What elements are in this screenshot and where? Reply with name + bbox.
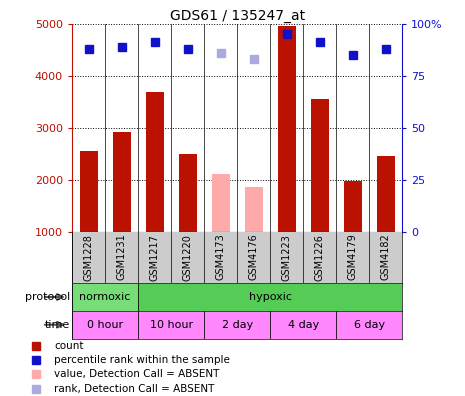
Text: GSM4179: GSM4179 (348, 234, 358, 280)
Bar (336, 311, 402, 339)
Text: protocol: protocol (25, 292, 70, 302)
Bar (204, 311, 270, 339)
Bar (72, 283, 138, 311)
Text: GSM1226: GSM1226 (315, 234, 325, 281)
Text: rank, Detection Call = ABSENT: rank, Detection Call = ABSENT (54, 384, 214, 394)
Text: GSM1220: GSM1220 (183, 234, 193, 281)
Text: GSM4176: GSM4176 (249, 234, 259, 280)
Text: hypoxic: hypoxic (249, 292, 292, 302)
Text: GSM1228: GSM1228 (84, 234, 93, 281)
Bar (270, 311, 336, 339)
Bar (311, 99, 329, 232)
Bar (138, 283, 402, 311)
Bar (72, 311, 138, 339)
Bar (146, 92, 164, 232)
Text: GSM4173: GSM4173 (216, 234, 226, 280)
Text: GSM1223: GSM1223 (282, 234, 292, 281)
Text: 4 day: 4 day (287, 320, 319, 330)
Text: value, Detection Call = ABSENT: value, Detection Call = ABSENT (54, 369, 219, 379)
Bar (138, 311, 204, 339)
Text: 6 day: 6 day (354, 320, 385, 330)
Text: count: count (54, 341, 83, 351)
Text: normoxic: normoxic (80, 292, 131, 302)
Text: 0 hour: 0 hour (87, 320, 123, 330)
Text: GSM1217: GSM1217 (150, 234, 159, 281)
Bar (278, 27, 296, 232)
Bar (179, 154, 197, 232)
Bar (80, 151, 98, 232)
Text: 2 day: 2 day (221, 320, 253, 330)
Text: GSM4182: GSM4182 (381, 234, 391, 280)
Text: time: time (45, 320, 70, 330)
Bar (113, 132, 131, 232)
Bar (344, 181, 362, 232)
Text: 10 hour: 10 hour (150, 320, 193, 330)
Text: percentile rank within the sample: percentile rank within the sample (54, 355, 230, 365)
Bar (245, 187, 263, 232)
Bar (377, 156, 395, 232)
Bar (212, 175, 230, 232)
Text: GSM1231: GSM1231 (117, 234, 126, 280)
Title: GDS61 / 135247_at: GDS61 / 135247_at (170, 9, 305, 23)
